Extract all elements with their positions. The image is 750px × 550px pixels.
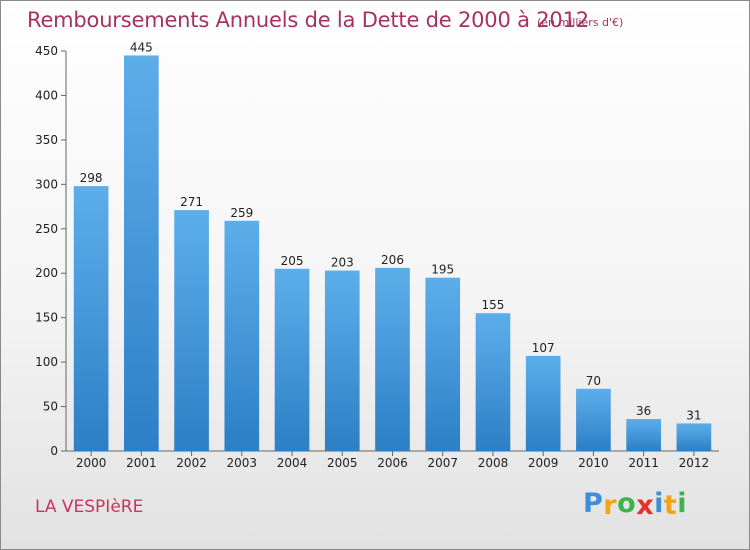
logo-letter: x — [636, 490, 655, 521]
x-tick-label: 2011 — [628, 456, 659, 470]
logo-letter: P — [583, 488, 604, 519]
bar-2007 — [425, 277, 461, 451]
value-label: 259 — [230, 206, 253, 220]
bar-2000 — [73, 186, 109, 451]
bar-2010 — [576, 388, 611, 451]
bar-2011 — [626, 419, 661, 451]
bar-2001 — [124, 55, 159, 451]
x-tick-label: 2003 — [227, 456, 258, 470]
x-tick-label: 2002 — [176, 456, 207, 470]
y-tick-label: 300 — [35, 177, 58, 191]
x-tick-label: 2005 — [327, 456, 358, 470]
logo-letter: o — [617, 488, 637, 519]
commune-name: LA VESPIèRE — [35, 497, 144, 517]
value-label: 36 — [636, 404, 651, 418]
proxiti-logo[interactable]: Proxiti — [583, 488, 688, 521]
value-label: 271 — [180, 195, 203, 209]
x-tick-label: 2012 — [679, 456, 710, 470]
value-label: 31 — [686, 408, 701, 422]
y-tick-label: 50 — [43, 400, 58, 414]
y-tick-label: 200 — [35, 266, 58, 280]
value-label: 195 — [431, 263, 454, 277]
value-label: 155 — [482, 298, 505, 312]
x-tick-label: 2008 — [478, 456, 509, 470]
bar-2006 — [375, 267, 410, 451]
chart-subtitle: (en milliers d'€) — [537, 16, 624, 29]
chart-axes: 0 50 100 150 200 250 300 350 400 450 2000 2001 2002 2… — [35, 44, 719, 470]
value-label: 205 — [281, 254, 304, 268]
bar-2005 — [324, 270, 360, 451]
x-tick-label: 2004 — [277, 456, 308, 470]
bar-2004 — [274, 268, 310, 451]
chart-title: Remboursements Annuels de la Dette de 20… — [27, 8, 589, 32]
bar-2008 — [475, 313, 511, 451]
x-tick-label: 2007 — [427, 456, 458, 470]
y-tick-label: 250 — [35, 222, 58, 236]
value-label: 445 — [130, 40, 153, 54]
x-tick-label: 2000 — [76, 456, 107, 470]
bar-2003 — [224, 220, 260, 451]
value-label: 298 — [80, 171, 103, 185]
y-tick-label: 100 — [35, 355, 58, 369]
logo-letter: i — [677, 488, 688, 519]
chart-value-labels: 298 445 271 259 205 203 206 195 155 107 70 36 31 — [80, 40, 702, 422]
y-tick-label: 150 — [35, 311, 58, 325]
y-tick-label: 400 — [35, 88, 58, 102]
value-label: 203 — [331, 256, 354, 270]
logo-letter: r — [603, 490, 618, 521]
logo-letter: t — [663, 490, 678, 521]
x-tick-label: 2006 — [377, 456, 408, 470]
x-tick-label: 2010 — [578, 456, 609, 470]
bar-2009 — [525, 355, 561, 451]
y-tick-label: 0 — [50, 444, 58, 458]
bar-2012 — [676, 423, 712, 451]
x-tick-label: 2009 — [528, 456, 559, 470]
x-tick-label: 2001 — [126, 456, 157, 470]
chart-bars — [73, 55, 712, 451]
value-label: 70 — [586, 374, 601, 388]
value-label: 107 — [532, 341, 555, 355]
y-tick-label: 450 — [35, 44, 58, 58]
logo-letter: i — [654, 488, 664, 519]
y-tick-label: 350 — [35, 133, 58, 147]
bar-2002 — [174, 210, 209, 451]
value-label: 206 — [381, 253, 404, 267]
